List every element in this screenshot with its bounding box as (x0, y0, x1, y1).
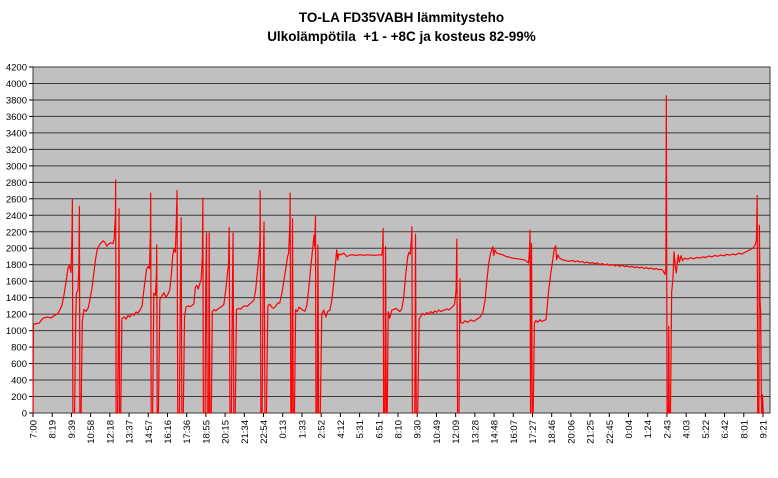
y-axis-label: 2000 (6, 244, 27, 255)
x-axis-label: 9:30 (413, 420, 424, 439)
chart-title-block: TO-LA FD35VABH lämmitysteho Ulkolämpötil… (33, 8, 770, 46)
y-axis-label: 1600 (6, 277, 27, 288)
chart-subtitle: Ulkolämpötila +1 - +8C ja kosteus 82-99% (267, 29, 536, 44)
x-axis-label: 10:49 (432, 420, 443, 444)
x-axis-label: 4:03 (682, 420, 693, 439)
y-axis-label: 4200 (6, 63, 27, 74)
x-axis-label: 2:43 (662, 420, 673, 439)
x-axis-label: 9:39 (67, 420, 78, 439)
x-axis-label: 4:12 (336, 420, 347, 439)
y-axis-label: 3000 (6, 161, 27, 172)
x-axis-label: 2:52 (317, 420, 328, 439)
x-axis-label: 10:58 (86, 420, 97, 444)
y-axis-label: 3800 (6, 95, 27, 106)
x-axis-label: 1:24 (643, 420, 654, 439)
x-axis-label: 12:09 (451, 420, 462, 444)
x-axis-label: 21:34 (240, 420, 251, 444)
x-axis-label: 9:21 (759, 420, 770, 439)
y-axis-label: 1000 (6, 326, 27, 337)
y-axis-label: 2800 (6, 178, 27, 189)
chart-title: TO-LA FD35VABH lämmitysteho (298, 10, 505, 25)
y-axis-label: 2200 (6, 227, 27, 238)
x-axis-label: 8:10 (394, 420, 405, 439)
x-axis-label: 18:46 (547, 420, 558, 444)
y-axis-label: 3600 (6, 112, 27, 123)
x-axis-label: 8:01 (739, 420, 750, 439)
y-axis-label: 0 (22, 409, 27, 420)
x-axis-label: 13:28 (470, 420, 481, 444)
x-axis-label: 20:06 (566, 420, 577, 444)
y-axis-label: 3400 (6, 128, 27, 139)
x-axis-label: 16:07 (509, 420, 520, 444)
x-axis-label: 18:55 (201, 420, 212, 444)
y-axis-label: 2400 (6, 211, 27, 222)
x-axis-label: 22:54 (259, 420, 270, 444)
y-axis-label: 1400 (6, 293, 27, 304)
x-axis-label: 20:15 (221, 420, 232, 444)
x-axis-label: 16:16 (163, 420, 174, 444)
y-axis-label: 600 (11, 359, 27, 370)
x-axis-label: 8:19 (48, 420, 59, 439)
x-axis-label: 13:37 (125, 420, 136, 444)
plot-background (33, 67, 770, 413)
heating-power-series (32, 95, 764, 414)
x-axis-label: 21:25 (586, 420, 597, 444)
x-axis-label: 12:18 (105, 420, 116, 444)
y-axis-label: 4000 (6, 79, 27, 90)
x-axis-label: 17:36 (182, 420, 193, 444)
plot-border (32, 66, 771, 414)
y-axis-label: 400 (11, 376, 27, 387)
x-axis-label: 6:51 (374, 420, 385, 439)
x-axis-label: 7:00 (29, 420, 40, 439)
x-axis-label: 5:31 (355, 420, 366, 439)
y-axis-label: 800 (11, 343, 27, 354)
y-axis-label: 200 (11, 392, 27, 403)
y-axis-label: 1200 (6, 310, 27, 321)
x-axis-label: 1:33 (297, 420, 308, 439)
x-axis-label: 0:04 (624, 420, 635, 439)
x-axis-label: 14:48 (490, 420, 501, 444)
y-axis-label: 1800 (6, 260, 27, 271)
x-axis-label: 22:45 (605, 420, 616, 444)
x-axis-label: 14:57 (144, 420, 155, 444)
y-axis-label: 3200 (6, 145, 27, 156)
x-axis-label: 0:13 (278, 420, 289, 439)
x-axis-label: 17:27 (528, 420, 539, 444)
x-axis-label: 6:42 (720, 420, 731, 439)
y-axis-label: 2600 (6, 194, 27, 205)
x-axis-label: 5:22 (701, 420, 712, 439)
